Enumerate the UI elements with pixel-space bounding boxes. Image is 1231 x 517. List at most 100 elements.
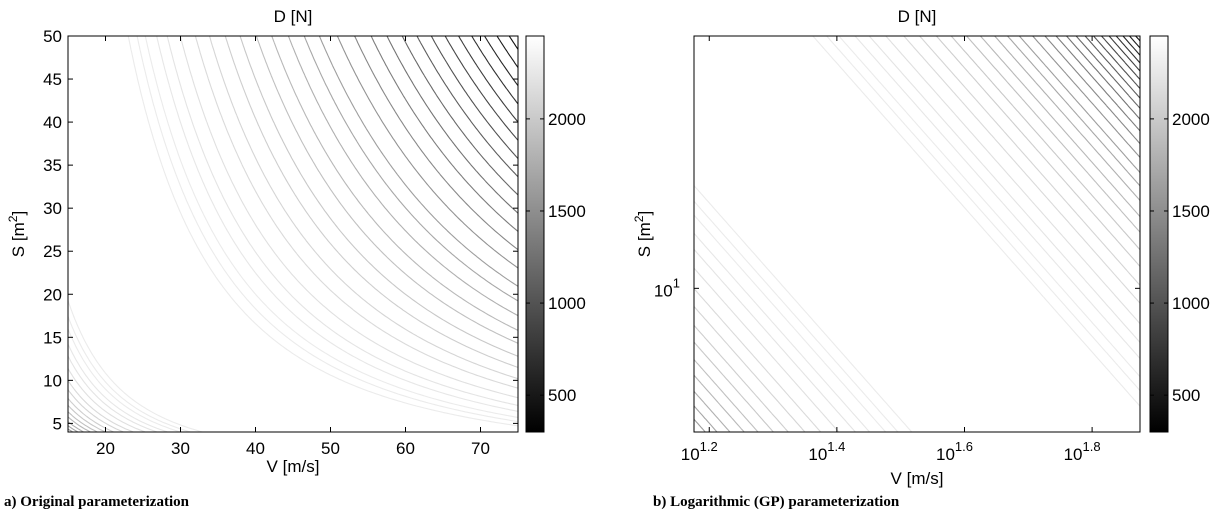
y-tick-label-a-5: 30 <box>43 199 62 218</box>
contour-line-b-4 <box>694 36 1140 432</box>
contour-line-b-27 <box>1135 36 1140 42</box>
y-tick-label-a-0: 5 <box>53 414 62 433</box>
contour-line-b-0 <box>694 36 1140 432</box>
contour-line-a-19 <box>401 36 518 196</box>
contour-line-b-14 <box>694 36 1140 432</box>
y-axis-label-b: S [m2] <box>632 211 654 257</box>
contour-line-b-15 <box>1032 36 1140 158</box>
contour-line-b-21 <box>1093 36 1140 89</box>
contour-line-b-24 <box>1115 36 1140 64</box>
contour-line-a-10 <box>68 36 518 432</box>
contour-line-a-0 <box>68 36 518 432</box>
contour-line-b-2 <box>694 36 1140 432</box>
colorbar-tick-label-a-1: 1000 <box>548 294 586 313</box>
contour-line-a-22 <box>444 36 518 141</box>
x-tick-label-a-5: 70 <box>471 439 490 458</box>
axis-ticks-a: 20 30 40 50 60 70 5 10 15 20 25 30 35 40 45 50 <box>43 27 518 458</box>
caption-a: a) Original parameterization <box>4 494 189 510</box>
contour-line-a-18 <box>386 36 518 214</box>
contour-line-a-14 <box>68 36 518 432</box>
x-axis-label-a: V [m/s] <box>267 457 320 476</box>
contour-line-a-27 <box>508 36 518 50</box>
contour-line-b-6 <box>694 36 1140 432</box>
y-tick-label-a-7: 40 <box>43 113 62 132</box>
colorbar-tick-label-b-1: 1000 <box>1172 294 1210 313</box>
contour-line-b-19 <box>1075 36 1140 109</box>
y-tick-label-a-3: 20 <box>43 285 62 304</box>
y-axis-label-b-text: S [m <box>635 222 654 257</box>
plot-frame-b <box>693 35 1141 433</box>
contour-line-b-25 <box>1122 36 1140 56</box>
contour-line-a-12 <box>68 36 518 432</box>
contour-line-b-7 <box>694 36 1140 432</box>
contour-line-b-11 <box>694 36 1140 432</box>
contour-line-a-21 <box>430 36 518 159</box>
colorbar-tick-label-a-0: 500 <box>548 386 576 405</box>
contour-line-b-20 <box>1084 36 1140 99</box>
x-tick-label-b-2: 101.6 <box>936 439 973 464</box>
colorbar-tick-label-b-0: 500 <box>1172 386 1200 405</box>
contour-line-a-23 <box>458 36 518 123</box>
y-tick-label-a-8: 45 <box>43 70 62 89</box>
contour-line-b-8 <box>694 36 1140 432</box>
contour-line-a-16 <box>354 36 518 251</box>
contour-line-b-23 <box>1108 36 1140 72</box>
y-axis-label-a: S [m2] <box>6 211 28 257</box>
contour-line-a-7 <box>68 36 518 432</box>
y-tick-label-a-4: 25 <box>43 242 62 261</box>
colorbar-b <box>1149 35 1169 433</box>
contour-line-a-5 <box>68 36 518 432</box>
chart-title-b: D [N] <box>898 7 937 26</box>
y-tick-label-a-9: 50 <box>43 27 62 46</box>
x-axis-label-b: V [m/s] <box>891 469 944 488</box>
contour-line-a-24 <box>471 36 518 105</box>
contour-line-a-13 <box>68 36 518 432</box>
y-axis-label-a-text: S [m <box>9 222 28 257</box>
y-tick-label-a-1: 10 <box>43 371 62 390</box>
chart-title-a: D [N] <box>274 7 313 26</box>
colorbar-ticks-b: 500 1000 1500 2000 <box>1150 110 1210 405</box>
x-tick-label-a-4: 60 <box>396 439 415 458</box>
x-tick-label-a-0: 20 <box>96 439 115 458</box>
contour-line-a-20 <box>416 36 518 178</box>
contour-line-b-3 <box>694 36 1140 432</box>
plot-frame-a <box>67 35 519 433</box>
caption-b: b) Logarithmic (GP) parameterization <box>653 494 900 510</box>
contour-line-b-12 <box>694 36 1140 432</box>
contour-line-a-4 <box>68 36 518 432</box>
contour-line-b-5 <box>694 36 1140 432</box>
contour-line-a-6 <box>68 36 518 432</box>
contour-line-b-16 <box>1044 36 1140 144</box>
panel-b: 101.2 101.4 101.6 101.8 101 D [N] V [m/s] S … <box>632 7 1210 488</box>
colorbar-tick-label-b-2: 1500 <box>1172 202 1210 221</box>
contour-line-b-9 <box>694 36 1140 432</box>
contour-line-a-15 <box>336 36 518 269</box>
axis-ticks-b: 101.2 101.4 101.6 101.8 101 <box>654 36 1140 464</box>
contour-line-b-13 <box>694 36 1140 432</box>
x-tick-label-b-1: 101.4 <box>808 439 845 464</box>
contour-line-a-3 <box>68 36 518 432</box>
contour-line-a-2 <box>68 36 518 432</box>
panel-a: 20 30 40 50 60 70 5 10 15 20 25 30 35 40 45 50 D [N] V … <box>6 7 586 476</box>
colorbar-tick-label-b-3: 2000 <box>1172 110 1210 129</box>
contour-line-b-17 <box>1055 36 1140 132</box>
y-tick-label-b-0: 101 <box>654 275 680 300</box>
x-tick-label-a-3: 50 <box>321 439 340 458</box>
colorbar-tick-label-a-3: 2000 <box>548 110 586 129</box>
colorbar-tick-label-a-2: 1500 <box>548 202 586 221</box>
contour-line-b-10 <box>694 36 1140 432</box>
colorbar-ticks-a: 500 1000 1500 2000 <box>526 110 586 405</box>
y-tick-label-a-2: 15 <box>43 328 62 347</box>
contour-line-b-1 <box>694 36 1140 432</box>
contour-line-a-26 <box>496 36 518 68</box>
colorbar-a <box>525 35 545 433</box>
contour-lines-a <box>68 36 518 432</box>
contour-line-b-22 <box>1101 36 1140 80</box>
y-tick-label-a-6: 35 <box>43 156 62 175</box>
contour-line-b-18 <box>1066 36 1140 120</box>
x-tick-label-a-2: 40 <box>246 439 265 458</box>
contour-lines-b <box>694 36 1140 432</box>
contour-line-a-9 <box>68 36 518 432</box>
x-tick-label-a-1: 30 <box>171 439 190 458</box>
